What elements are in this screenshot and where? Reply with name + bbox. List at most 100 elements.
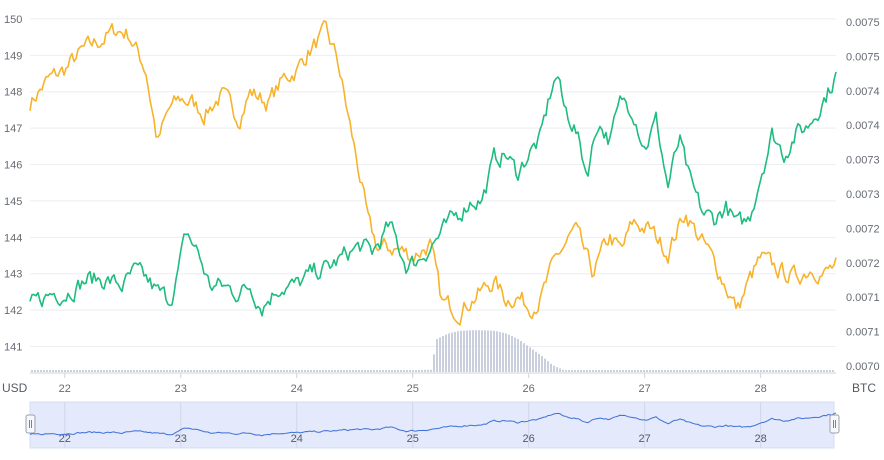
volume-bar bbox=[607, 370, 609, 372]
volume-bar bbox=[457, 331, 459, 372]
volume-bar bbox=[100, 370, 102, 372]
volume-bar bbox=[427, 369, 429, 372]
volume-bar bbox=[433, 354, 435, 372]
volume-bar bbox=[793, 370, 795, 372]
volume-bar bbox=[70, 370, 72, 372]
volume-bar bbox=[406, 370, 408, 372]
volume-bar bbox=[256, 370, 258, 372]
volume-bar bbox=[709, 370, 711, 372]
volume-bar bbox=[163, 370, 165, 372]
volume-bar bbox=[349, 370, 351, 372]
volume-bar bbox=[451, 332, 453, 372]
x-axis-ticks: 22 23 24 25 26 27 28 bbox=[59, 373, 767, 395]
navigator-right-handle[interactable] bbox=[829, 414, 840, 434]
left-unit-label: USD bbox=[2, 381, 28, 395]
volume-bar bbox=[598, 370, 600, 372]
volume-bar bbox=[46, 370, 48, 372]
volume-bar bbox=[148, 370, 150, 372]
x-tick-label: 25 bbox=[407, 383, 419, 395]
volume-bar bbox=[430, 369, 432, 372]
volume-bar bbox=[823, 370, 825, 372]
volume-bar bbox=[94, 370, 96, 372]
volume-bar bbox=[190, 370, 192, 372]
volume-bar bbox=[448, 333, 450, 372]
volume-bar bbox=[355, 370, 357, 372]
volume-bar bbox=[640, 370, 642, 372]
volume-bar bbox=[688, 370, 690, 372]
volume-bar bbox=[373, 370, 375, 372]
x-tick-label: 26 bbox=[523, 383, 535, 395]
volume-bar bbox=[424, 369, 426, 372]
volume-bar bbox=[328, 370, 330, 372]
volume-bar bbox=[382, 370, 384, 372]
volume-bar bbox=[631, 370, 633, 372]
volume-bar bbox=[712, 370, 714, 372]
volume-bar bbox=[292, 370, 294, 372]
volume-bar bbox=[721, 370, 723, 372]
left-tick-label: 147 bbox=[4, 123, 22, 135]
volume-bar bbox=[466, 330, 468, 372]
volume-bar bbox=[145, 370, 147, 372]
volume-bar bbox=[97, 370, 99, 372]
navigator-tick-label: 22 bbox=[59, 433, 71, 445]
navigator-series-line bbox=[29, 412, 837, 437]
volume-bar bbox=[679, 370, 681, 372]
volume-bar bbox=[790, 370, 792, 372]
volume-bar bbox=[31, 370, 33, 372]
left-axis-ticks: 141 142 143 144 145 146 147 148 149 150 bbox=[4, 14, 22, 354]
volume-bar bbox=[658, 370, 660, 372]
navigator-left-handle[interactable] bbox=[25, 414, 36, 434]
volume-bar bbox=[175, 370, 177, 372]
volume-bar bbox=[166, 370, 168, 372]
volume-bar bbox=[574, 370, 576, 372]
volume-bar bbox=[244, 370, 246, 372]
volume-bar bbox=[454, 331, 456, 372]
volume-bar bbox=[295, 370, 297, 372]
volume-bar bbox=[121, 370, 123, 372]
volume-bar bbox=[703, 370, 705, 372]
volume-bar bbox=[415, 370, 417, 372]
volume-bar bbox=[592, 370, 594, 372]
x-tick-label: 27 bbox=[639, 383, 651, 395]
volume-bar bbox=[238, 370, 240, 372]
volume-bar bbox=[523, 343, 525, 372]
navigator-window[interactable] bbox=[29, 401, 835, 449]
volume-bar bbox=[439, 337, 441, 372]
volume-bar bbox=[157, 370, 159, 372]
volume-bar bbox=[133, 370, 135, 372]
volume-bar bbox=[805, 370, 807, 372]
volume-bar bbox=[217, 370, 219, 372]
volume-bar bbox=[550, 363, 552, 372]
volume-bar bbox=[262, 370, 264, 372]
right-unit-label: BTC bbox=[852, 381, 876, 395]
range-navigator[interactable]: 22 23 24 25 26 27 28 bbox=[25, 401, 840, 449]
volume-bar bbox=[670, 370, 672, 372]
left-tick-label: 143 bbox=[4, 269, 22, 281]
volume-bar bbox=[160, 370, 162, 372]
volume-bar bbox=[655, 370, 657, 372]
volume-bars bbox=[31, 330, 834, 372]
volume-bar bbox=[619, 370, 621, 372]
navigator-tick-label: 26 bbox=[523, 433, 535, 445]
volume-bar bbox=[634, 370, 636, 372]
volume-bar bbox=[442, 336, 444, 372]
volume-bar bbox=[778, 370, 780, 372]
right-tick-label: 0.0071 bbox=[846, 292, 880, 304]
volume-bar bbox=[541, 356, 543, 372]
right-tick-label: 0.0074 bbox=[846, 120, 880, 132]
volume-bar bbox=[325, 370, 327, 372]
volume-bar bbox=[505, 333, 507, 372]
left-tick-label: 146 bbox=[4, 160, 22, 172]
volume-bar bbox=[508, 334, 510, 372]
right-tick-label: 0.0075 bbox=[846, 51, 880, 63]
navigator-tick-label: 24 bbox=[291, 433, 303, 445]
volume-bar bbox=[814, 370, 816, 372]
volume-bar bbox=[733, 370, 735, 372]
volume-bar bbox=[385, 370, 387, 372]
volume-bar bbox=[559, 368, 561, 372]
volume-bar bbox=[112, 370, 114, 372]
volume-bar bbox=[376, 370, 378, 372]
volume-bar bbox=[613, 370, 615, 372]
volume-bar bbox=[421, 369, 423, 372]
